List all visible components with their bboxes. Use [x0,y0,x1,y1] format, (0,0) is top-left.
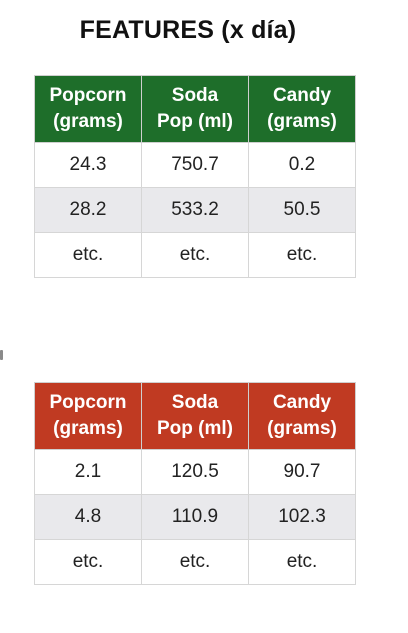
table-row: etc. etc. etc. [34,539,356,585]
table-cell: 90.7 [248,449,356,495]
column-header-label: Popcorn (grams) [49,392,127,439]
table-header-row: Popcorn (grams) Soda Pop (ml) Candy (gra… [34,382,356,450]
column-header-popcorn: Popcorn (grams) [34,75,142,143]
table-row: 4.8 110.9 102.3 [34,494,356,540]
table-row: 24.3 750.7 0.2 [34,142,356,188]
table-cell: 28.2 [34,187,142,233]
features-table-red: Popcorn (grams) Soda Pop (ml) Candy (gra… [34,382,356,585]
table-cell: 120.5 [141,449,249,495]
column-header-popcorn: Popcorn (grams) [34,382,142,450]
table-cell: etc. [34,232,142,278]
table-cell: 102.3 [248,494,356,540]
column-header-label: Popcorn (grams) [49,85,127,132]
table-cell: 24.3 [34,142,142,188]
column-header-soda-pop: Soda Pop (ml) [141,75,249,143]
column-header-candy: Candy (grams) [248,382,356,450]
table-cell: 4.8 [34,494,142,540]
column-header-label: Soda Pop (ml) [157,85,233,132]
column-header-label: Soda Pop (ml) [157,392,233,439]
table-row: 28.2 533.2 50.5 [34,187,356,233]
table-cell: etc. [248,232,356,278]
table-header-row: Popcorn (grams) Soda Pop (ml) Candy (gra… [34,75,356,143]
table-cell: etc. [141,232,249,278]
column-header-label: Candy (grams) [267,392,337,439]
table-cell: 110.9 [141,494,249,540]
edge-mark [0,350,3,360]
table-cell: 750.7 [141,142,249,188]
column-header-label: Candy (grams) [267,85,337,132]
table-cell: etc. [141,539,249,585]
table-cell: 50.5 [248,187,356,233]
table-row: 2.1 120.5 90.7 [34,449,356,495]
table-row: etc. etc. etc. [34,232,356,278]
column-header-candy: Candy (grams) [248,75,356,143]
table-cell: etc. [34,539,142,585]
features-table-green: Popcorn (grams) Soda Pop (ml) Candy (gra… [34,75,356,278]
table-cell: 0.2 [248,142,356,188]
table-cell: 533.2 [141,187,249,233]
table-cell: 2.1 [34,449,142,495]
page-title: FEATURES (x día) [79,16,297,44]
column-header-soda-pop: Soda Pop (ml) [141,382,249,450]
table-cell: etc. [248,539,356,585]
